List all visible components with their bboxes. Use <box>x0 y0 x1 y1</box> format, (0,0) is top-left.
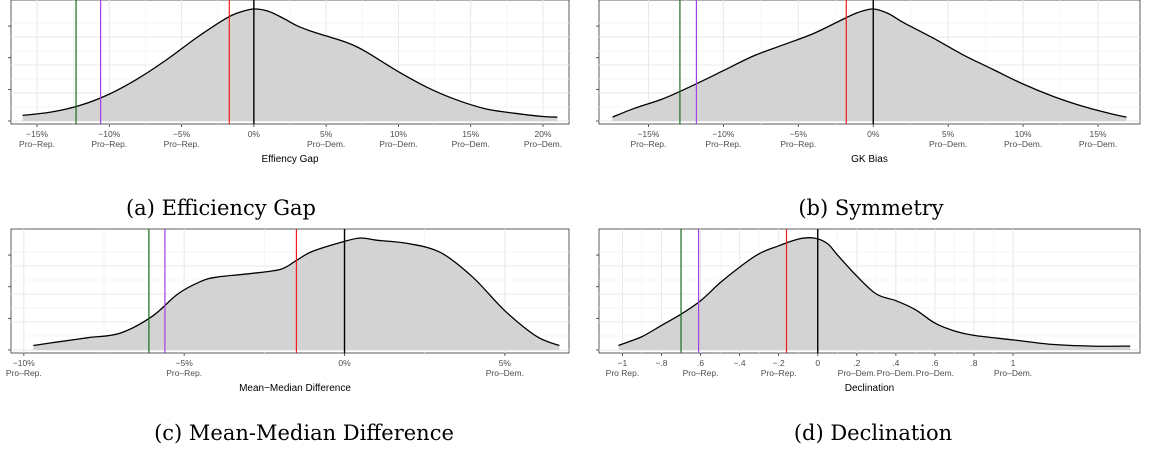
x-axis-label: Declination <box>845 383 894 394</box>
x-tick-label: .2 <box>853 358 860 368</box>
chart-panel-2: −15%Pro–Rep.−10%Pro–Rep.−5%Pro–Rep.0% 5%P… <box>596 0 1141 220</box>
x-tick-sublabel: Pro Rep. <box>606 368 640 378</box>
x-tick-sublabel: Pro–Dem. <box>379 139 417 149</box>
x-tick-label: 0% <box>248 129 261 139</box>
x-tick-label: .4 <box>892 358 899 368</box>
x-tick-sublabel: Pro–Rep. <box>705 139 741 149</box>
panel-caption: (b) Symmetry <box>798 196 943 220</box>
x-tick-sublabel: Pro–Rep. <box>761 368 797 378</box>
x-tick-sublabel: Pro–Rep. <box>6 368 42 378</box>
x-tick-label: .6 <box>931 358 938 368</box>
x-tick-label: −1 <box>618 358 628 368</box>
x-tick-label: −5% <box>176 358 194 368</box>
x-tick-label: 0 <box>815 358 820 368</box>
x-tick-sublabel: Pro–Dem. <box>929 139 967 149</box>
x-axis-label: Mean−Median Difference <box>239 383 351 394</box>
x-tick-sublabel: Pro–Dem. <box>1004 139 1042 149</box>
x-tick-label: −.8 <box>655 358 667 368</box>
x-tick-sublabel: Pro–Dem. <box>524 139 562 149</box>
x-tick-label: −10% <box>712 129 734 139</box>
density-area <box>618 237 1131 350</box>
x-tick-label: −15% <box>637 129 659 139</box>
x-tick-label: −10% <box>13 358 35 368</box>
panel-caption: (a) Efficiency Gap <box>126 196 316 220</box>
x-tick-sublabel: Pro–Dem. <box>877 368 915 378</box>
panel-caption: (d) Declination <box>794 421 952 445</box>
x-tick-label: 5% <box>942 129 955 139</box>
x-tick-label: 1 <box>1011 358 1016 368</box>
density-area <box>612 8 1127 121</box>
x-tick-label: .6 <box>697 358 704 368</box>
x-tick-sublabel: Pro–Dem. <box>916 368 954 378</box>
chart-panel-1: −15%Pro–Rep.−10%Pro–Rep.−5%Pro–Rep.0% 5%P… <box>8 0 570 220</box>
x-tick-sublabel: Pro–Dem. <box>1079 139 1117 149</box>
x-tick-label: −5% <box>173 129 191 139</box>
x-tick-label: −.2 <box>773 358 785 368</box>
x-tick-sublabel: Pro–Rep. <box>630 139 666 149</box>
x-tick-sublabel: Pro–Rep. <box>91 139 127 149</box>
x-tick-sublabel: Pro–Rep. <box>19 139 55 149</box>
x-tick-label: 10% <box>1015 129 1032 139</box>
x-tick-label: −.4 <box>734 358 746 368</box>
x-tick-sublabel: Pro–Dem. <box>994 368 1032 378</box>
x-tick-label: 5% <box>320 129 333 139</box>
x-axis-label: Effiency Gap <box>261 154 319 165</box>
x-tick-label: 0% <box>867 129 880 139</box>
x-tick-label: 0% <box>338 358 351 368</box>
x-tick-label: −15% <box>26 129 48 139</box>
x-tick-label: −10% <box>98 129 120 139</box>
x-tick-label: .8 <box>970 358 977 368</box>
x-tick-sublabel: Pro–Rep. <box>166 368 202 378</box>
x-tick-label: −5% <box>790 129 808 139</box>
x-tick-sublabel: Pro–Dem. <box>486 368 524 378</box>
x-tick-sublabel: Pro–Dem. <box>307 139 345 149</box>
x-tick-sublabel: Pro–Rep. <box>164 139 200 149</box>
density-area <box>22 8 558 122</box>
x-axis-label: GK Bias <box>851 154 888 165</box>
x-tick-label: 15% <box>1090 129 1107 139</box>
chart-panel-3: −10%Pro–Rep.−5%Pro–Rep.0% 5%Pro–Dem.Mean−… <box>6 228 570 445</box>
x-tick-label: 15% <box>462 129 479 139</box>
density-curve <box>22 8 558 118</box>
x-tick-sublabel: Pro–Rep. <box>780 139 816 149</box>
x-tick-sublabel: Pro–Dem. <box>452 139 490 149</box>
x-tick-label: 20% <box>534 129 551 139</box>
x-tick-label: 10% <box>390 129 407 139</box>
panel-caption: (c) Mean-Median Difference <box>154 421 454 445</box>
x-tick-label: 5% <box>499 358 512 368</box>
x-tick-sublabel: Pro–Dem. <box>838 368 876 378</box>
x-tick-sublabel: Pro–Rep. <box>683 368 719 378</box>
